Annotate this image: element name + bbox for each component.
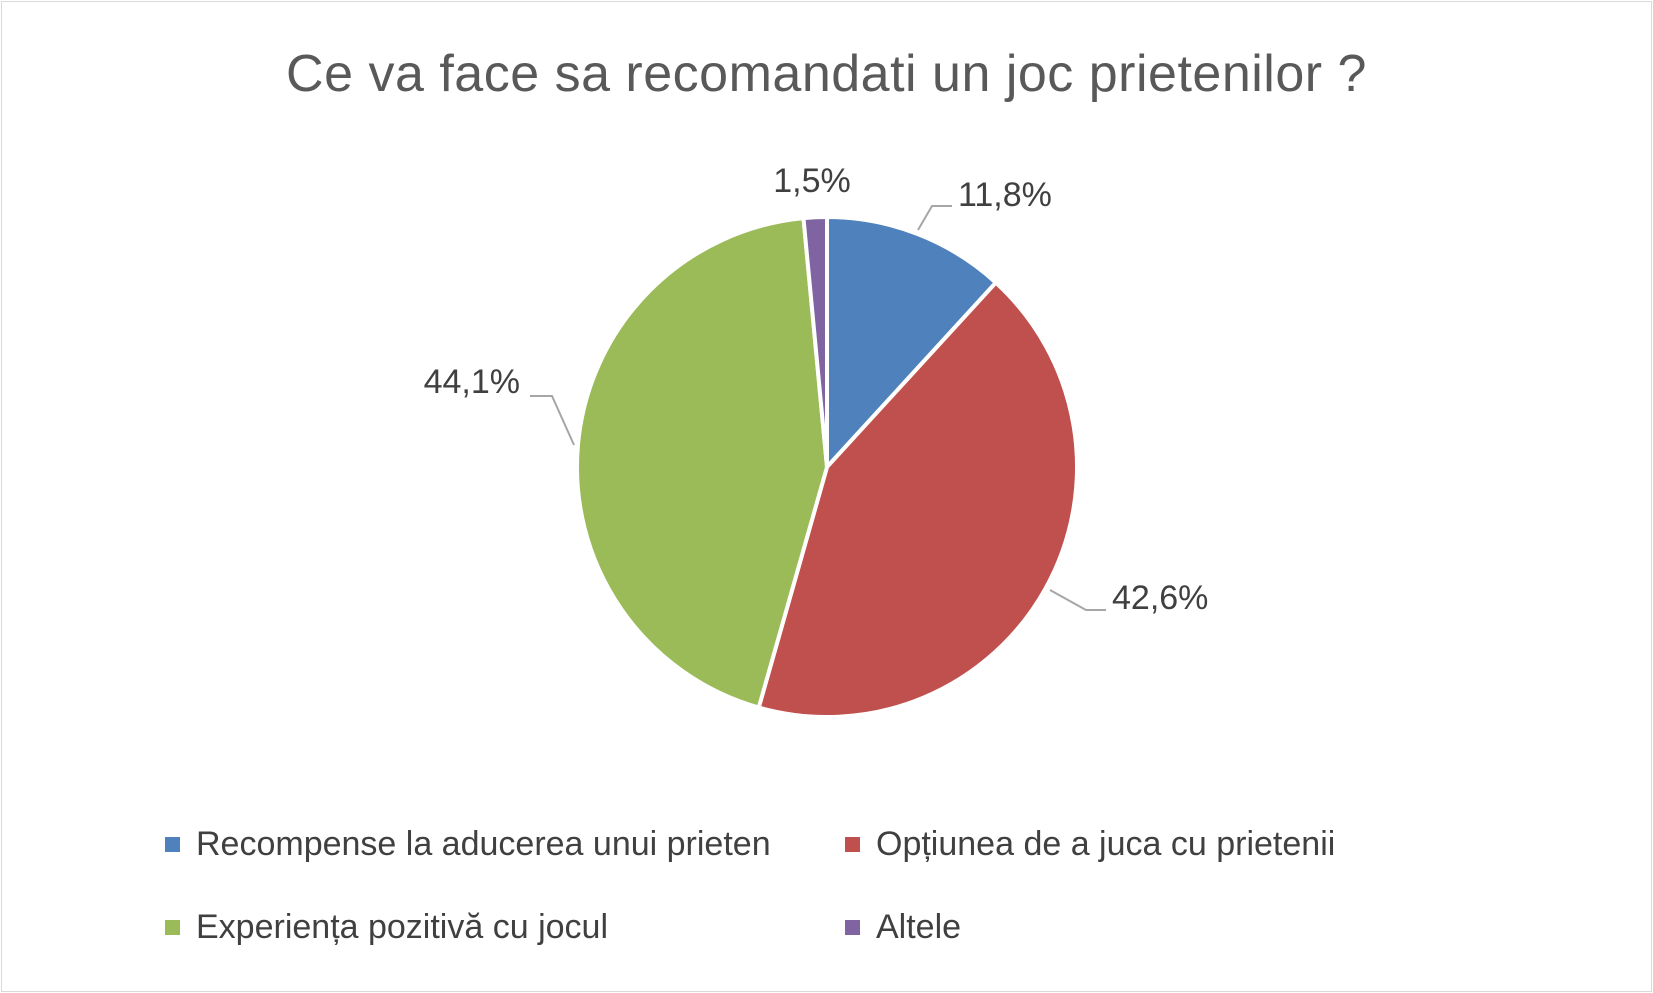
legend-label-3: Altele bbox=[876, 907, 962, 946]
leader-line-2 bbox=[530, 395, 575, 446]
legend-item-0: Recompense la aducerea unui prieten bbox=[165, 820, 771, 868]
chart-title: Ce va face sa recomandati un joc prieten… bbox=[286, 45, 1367, 103]
data-labels: 11,8% 42,6% 44,1% 1,5% bbox=[424, 162, 1209, 617]
pie-slice-1 bbox=[756, 280, 1079, 719]
legend-item-3: Altele bbox=[845, 903, 961, 951]
legend-swatch-0 bbox=[165, 836, 180, 852]
legend-label-0: Recompense la aducerea unui prieten bbox=[196, 824, 771, 863]
legend-item-2: Experiența pozitivă cu jocul bbox=[165, 903, 608, 951]
pie-slice-2 bbox=[575, 216, 829, 710]
legend-swatch-1 bbox=[845, 836, 860, 852]
data-label-3: 1,5% bbox=[773, 162, 851, 200]
data-label-2: 44,1% bbox=[424, 363, 520, 401]
data-label-0: 11,8% bbox=[958, 176, 1052, 214]
pie-slices bbox=[575, 215, 1079, 719]
legend-item-1: Opțiunea de a juca cu prietenii bbox=[845, 820, 1335, 868]
leader-line-0 bbox=[917, 205, 952, 231]
pie-slice-3 bbox=[801, 215, 829, 469]
legend-label-1: Opțiunea de a juca cu prietenii bbox=[876, 824, 1336, 863]
leader-line-1 bbox=[1049, 589, 1106, 611]
pie-slice-0 bbox=[825, 215, 998, 469]
legend-swatch-2 bbox=[165, 919, 180, 935]
leader-lines bbox=[530, 205, 1106, 611]
legend-swatch-3 bbox=[845, 919, 860, 935]
data-label-1: 42,6% bbox=[1112, 579, 1208, 617]
legend-label-2: Experiența pozitivă cu jocul bbox=[196, 907, 609, 946]
